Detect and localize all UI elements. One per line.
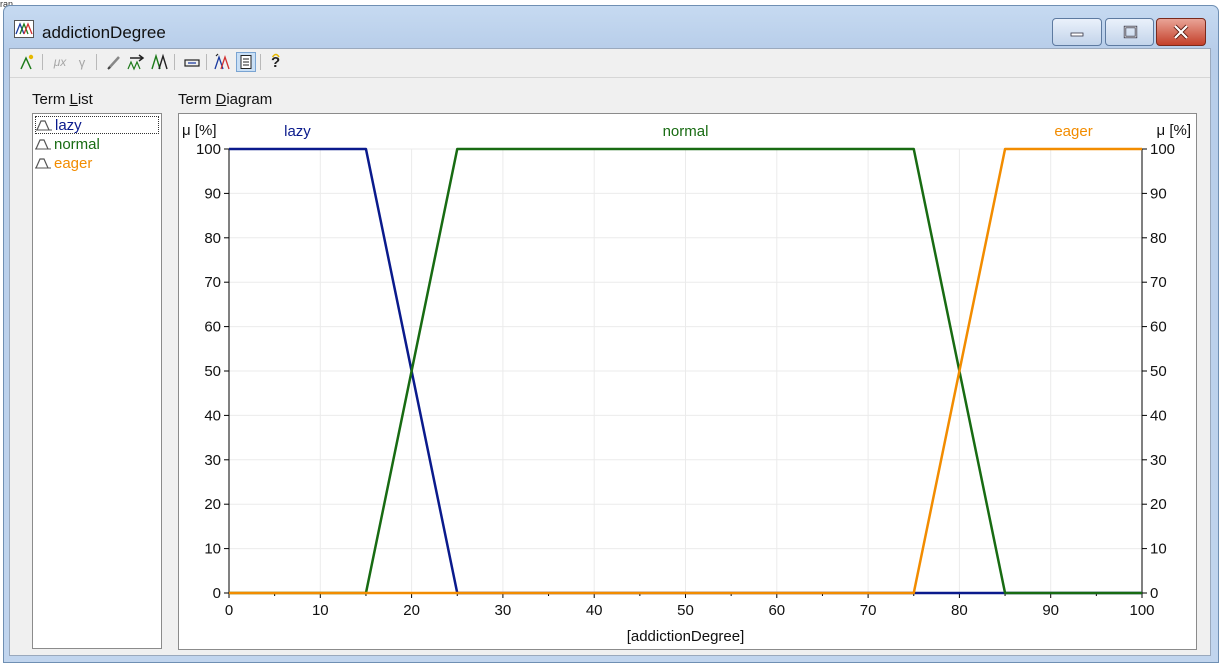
- term-list-item-lazy[interactable]: lazy: [35, 116, 159, 134]
- range-button[interactable]: [182, 52, 202, 72]
- series-label-eager: eager: [1054, 123, 1092, 140]
- title-bar[interactable]: addictionDegree: [4, 6, 1218, 48]
- x-tick-label: 100: [1129, 602, 1154, 619]
- mu-x-button[interactable]: μx: [50, 52, 70, 72]
- edit-term-button[interactable]: [104, 52, 124, 72]
- shift-terms-button[interactable]: [127, 52, 147, 72]
- term-shape-icon: [36, 120, 52, 131]
- gamma-button[interactable]: γ: [72, 52, 92, 72]
- help-button[interactable]: ?: [266, 52, 286, 72]
- x-tick-label: 30: [495, 602, 512, 619]
- series-label-normal: normal: [663, 123, 709, 140]
- mu-x-icon: μx: [53, 55, 67, 69]
- y-tick-label-left: 70: [204, 274, 221, 291]
- maximize-icon: [1123, 25, 1137, 39]
- pencil-icon: [107, 56, 120, 70]
- term-list-item-eager[interactable]: eager: [35, 154, 159, 172]
- y-tick-label-right: 20: [1150, 496, 1167, 513]
- term-diagram-label: Term Diagram: [178, 91, 273, 108]
- y-tick-label-left: 100: [196, 141, 221, 158]
- y-tick-label-left: 50: [204, 363, 221, 380]
- y-tick-label-left: 90: [204, 185, 221, 202]
- properties-button[interactable]: [236, 52, 256, 72]
- x-tick-label: 40: [586, 602, 603, 619]
- x-tick-label: 60: [768, 602, 785, 619]
- y-tick-label-right: 80: [1150, 230, 1167, 247]
- y-axis-title-right: μ [%]: [1157, 122, 1191, 139]
- term-name: lazy: [55, 116, 82, 134]
- x-tick-label: 80: [951, 602, 968, 619]
- mirror-terms-button[interactable]: [150, 52, 170, 72]
- new-term-button[interactable]: [18, 52, 38, 72]
- help-icon: ?: [271, 53, 280, 71]
- x-tick-label: 90: [1042, 602, 1059, 619]
- term-editor-window: addictionDegree μx γ: [3, 5, 1219, 663]
- y-tick-label-left: 30: [204, 452, 221, 469]
- y-axis-title-left: μ [%]: [182, 122, 216, 139]
- y-tick-label-left: 20: [204, 496, 221, 513]
- term-list-label: Term List: [32, 91, 93, 108]
- wizard-button[interactable]: [213, 52, 233, 72]
- client-area: μx γ: [9, 48, 1211, 656]
- y-tick-label-left: 80: [204, 230, 221, 247]
- y-tick-label-left: 60: [204, 319, 221, 336]
- app-icon: [14, 20, 34, 38]
- toolbar-separator: [42, 54, 43, 70]
- y-tick-label-left: 40: [204, 407, 221, 424]
- minimize-icon: [1070, 32, 1084, 37]
- y-tick-label-left: 0: [213, 585, 221, 602]
- y-tick-label-right: 0: [1150, 585, 1158, 602]
- svg-text:?: ?: [271, 54, 280, 71]
- toolbar-separator: [206, 54, 207, 70]
- term-shape-icon: [35, 158, 51, 169]
- series-line-eager: [229, 147, 1142, 595]
- gamma-icon: γ: [78, 54, 86, 70]
- y-tick-label-right: 90: [1150, 185, 1167, 202]
- new-term-icon: [20, 54, 34, 70]
- shift-terms-icon: [127, 54, 145, 71]
- term-name: normal: [54, 135, 100, 153]
- term-list-item-normal[interactable]: normal: [35, 135, 159, 153]
- toolbar-separator: [96, 54, 97, 70]
- minimize-button[interactable]: [1052, 18, 1102, 46]
- term-shape-icon: [35, 139, 51, 150]
- y-tick-label-right: 70: [1150, 274, 1167, 291]
- close-icon: [1173, 24, 1189, 40]
- toolbar-separator: [260, 54, 261, 70]
- y-tick-label-right: 100: [1150, 141, 1175, 158]
- y-tick-label-right: 50: [1150, 363, 1167, 380]
- y-tick-label-right: 60: [1150, 319, 1167, 336]
- y-tick-label-right: 40: [1150, 407, 1167, 424]
- series-label-lazy: lazy: [284, 123, 311, 140]
- x-tick-label: 10: [312, 602, 329, 619]
- toolbar-separator: [174, 54, 175, 70]
- background-window-fragment: ran: [0, 0, 14, 8]
- x-tick-label: 0: [225, 602, 233, 619]
- toolbar: μx γ: [10, 49, 1210, 78]
- range-icon: [184, 59, 200, 67]
- wizard-icon: [214, 53, 230, 70]
- term-diagram[interactable]: 0 10 20 30 40 50 60 70 80 90 100 0 0 10 10 20 20 30 30 40 40…: [178, 113, 1197, 650]
- mirror-terms-icon: [151, 53, 168, 70]
- window-title: addictionDegree: [42, 23, 166, 42]
- term-name: eager: [54, 154, 93, 172]
- y-tick-label-right: 10: [1150, 541, 1167, 558]
- maximize-button[interactable]: [1105, 18, 1154, 46]
- y-tick-label-right: 30: [1150, 452, 1167, 469]
- term-list[interactable]: lazy normal eager: [32, 113, 162, 649]
- x-tick-label: 70: [860, 602, 877, 619]
- close-button[interactable]: [1156, 18, 1206, 46]
- x-tick-label: 20: [403, 602, 420, 619]
- x-axis-title: [addictionDegree]: [627, 628, 745, 645]
- properties-icon: [240, 55, 252, 69]
- x-tick-label: 50: [677, 602, 694, 619]
- y-tick-label-left: 10: [204, 541, 221, 558]
